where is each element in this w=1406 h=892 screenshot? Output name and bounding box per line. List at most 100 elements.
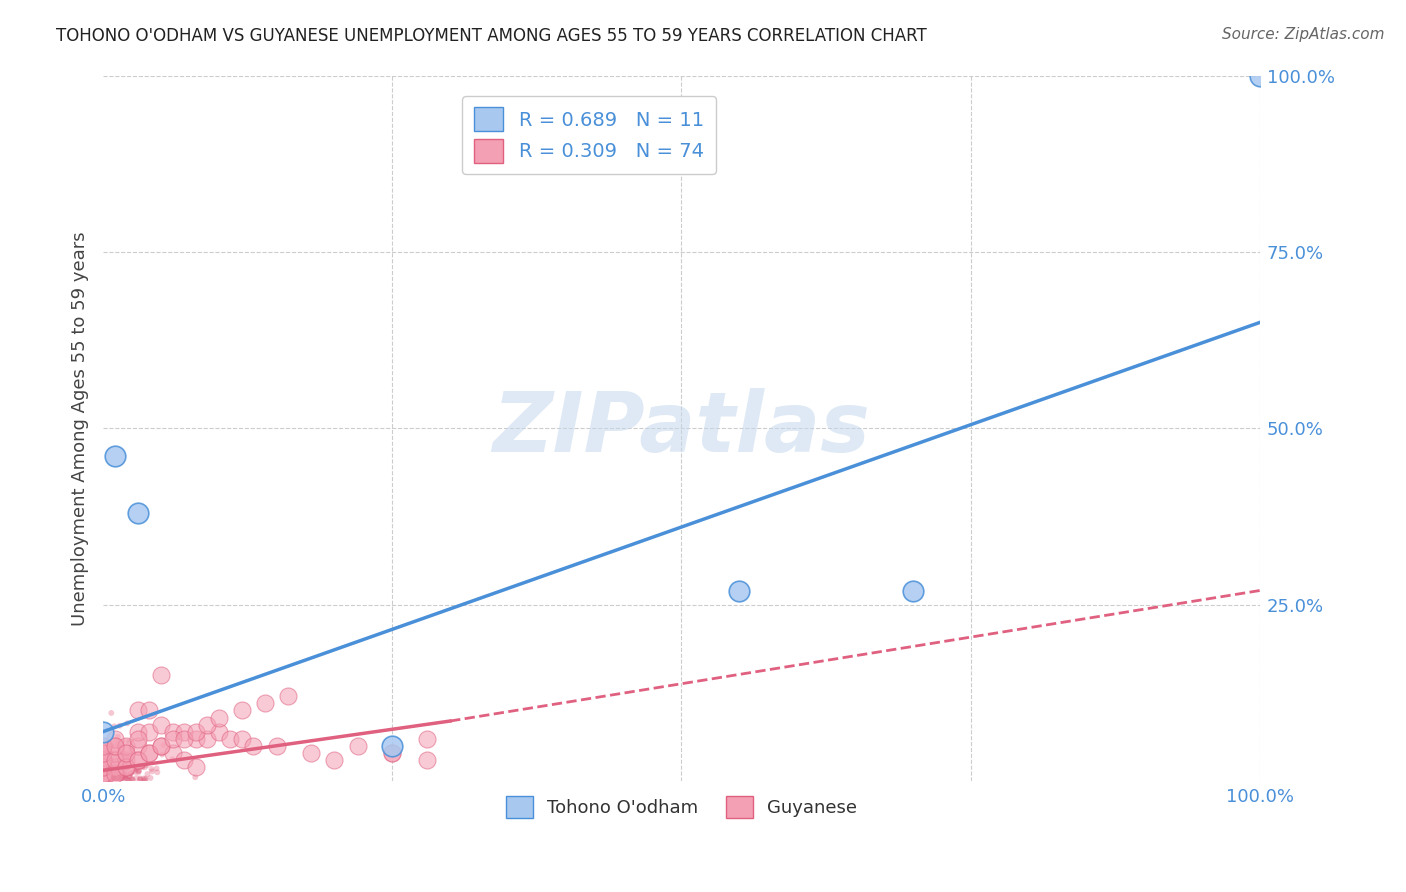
Point <box>94 745 117 759</box>
Point <box>96 770 118 784</box>
Point <box>195 731 218 746</box>
Point <box>104 760 127 774</box>
Point <box>91 774 114 789</box>
Point <box>91 774 114 789</box>
Point <box>94 756 117 771</box>
Point <box>115 767 138 781</box>
Point <box>138 703 160 717</box>
Point <box>150 747 173 762</box>
Point <box>231 703 253 717</box>
Point <box>93 760 115 774</box>
Point <box>108 773 131 788</box>
Point <box>91 746 114 760</box>
Point <box>108 719 131 733</box>
Point <box>96 736 118 750</box>
Point <box>97 770 120 784</box>
Point <box>115 760 138 774</box>
Point <box>96 761 118 775</box>
Point <box>101 756 124 771</box>
Point <box>91 760 114 774</box>
Point <box>104 739 127 753</box>
Point <box>134 760 156 774</box>
Point <box>98 766 121 780</box>
Point <box>184 760 207 774</box>
Point <box>93 771 115 785</box>
Point <box>141 762 163 776</box>
Point <box>184 770 207 784</box>
Point <box>100 762 122 776</box>
Point <box>145 761 167 775</box>
Point <box>122 764 145 779</box>
Point <box>104 764 127 779</box>
Point <box>135 758 157 772</box>
Point <box>93 764 115 778</box>
Point <box>124 761 146 775</box>
Point <box>381 739 404 753</box>
Point <box>91 724 114 739</box>
Point <box>112 756 135 771</box>
Point <box>266 739 288 753</box>
Point <box>114 760 136 774</box>
Point <box>100 770 122 784</box>
Point <box>115 753 138 767</box>
Point <box>111 768 134 782</box>
Point <box>129 772 152 786</box>
Point <box>162 731 184 746</box>
Point <box>97 761 120 775</box>
Point <box>231 731 253 746</box>
Point <box>117 749 139 764</box>
Point <box>121 772 143 787</box>
Point <box>93 770 115 784</box>
Point <box>96 771 118 785</box>
Point <box>111 771 134 785</box>
Point <box>122 772 145 787</box>
Point <box>101 771 124 785</box>
Point <box>115 772 138 787</box>
Point <box>104 770 127 784</box>
Point <box>108 772 131 786</box>
Point <box>103 761 125 775</box>
Point <box>254 697 277 711</box>
Point <box>134 772 156 787</box>
Point <box>108 739 131 754</box>
Point <box>97 771 120 785</box>
Point <box>97 773 120 788</box>
Point <box>111 765 134 780</box>
Point <box>108 759 131 773</box>
Point <box>117 772 139 787</box>
Point <box>136 767 159 781</box>
Point <box>105 773 128 788</box>
Point <box>103 773 125 788</box>
Point <box>127 753 149 767</box>
Point <box>104 746 127 760</box>
Point <box>219 731 242 746</box>
Point <box>110 759 132 773</box>
Point <box>112 747 135 761</box>
Point <box>115 772 138 787</box>
Point <box>93 770 115 784</box>
Point <box>93 761 115 775</box>
Point <box>208 710 231 724</box>
Point <box>94 747 117 761</box>
Point <box>115 766 138 780</box>
Point <box>127 506 149 520</box>
Point <box>120 765 142 780</box>
Point <box>97 757 120 772</box>
Point <box>100 757 122 772</box>
Point <box>98 754 121 768</box>
Point <box>94 773 117 788</box>
Point <box>97 756 120 771</box>
Point <box>416 731 439 746</box>
Point <box>111 769 134 783</box>
Point <box>98 773 121 788</box>
Point <box>100 769 122 783</box>
Point <box>107 730 129 744</box>
Point <box>94 764 117 779</box>
Point <box>128 764 150 779</box>
Point <box>111 770 134 784</box>
Point <box>96 759 118 773</box>
Point <box>127 739 149 753</box>
Point <box>120 766 142 780</box>
Point <box>91 760 114 774</box>
Point <box>97 765 120 780</box>
